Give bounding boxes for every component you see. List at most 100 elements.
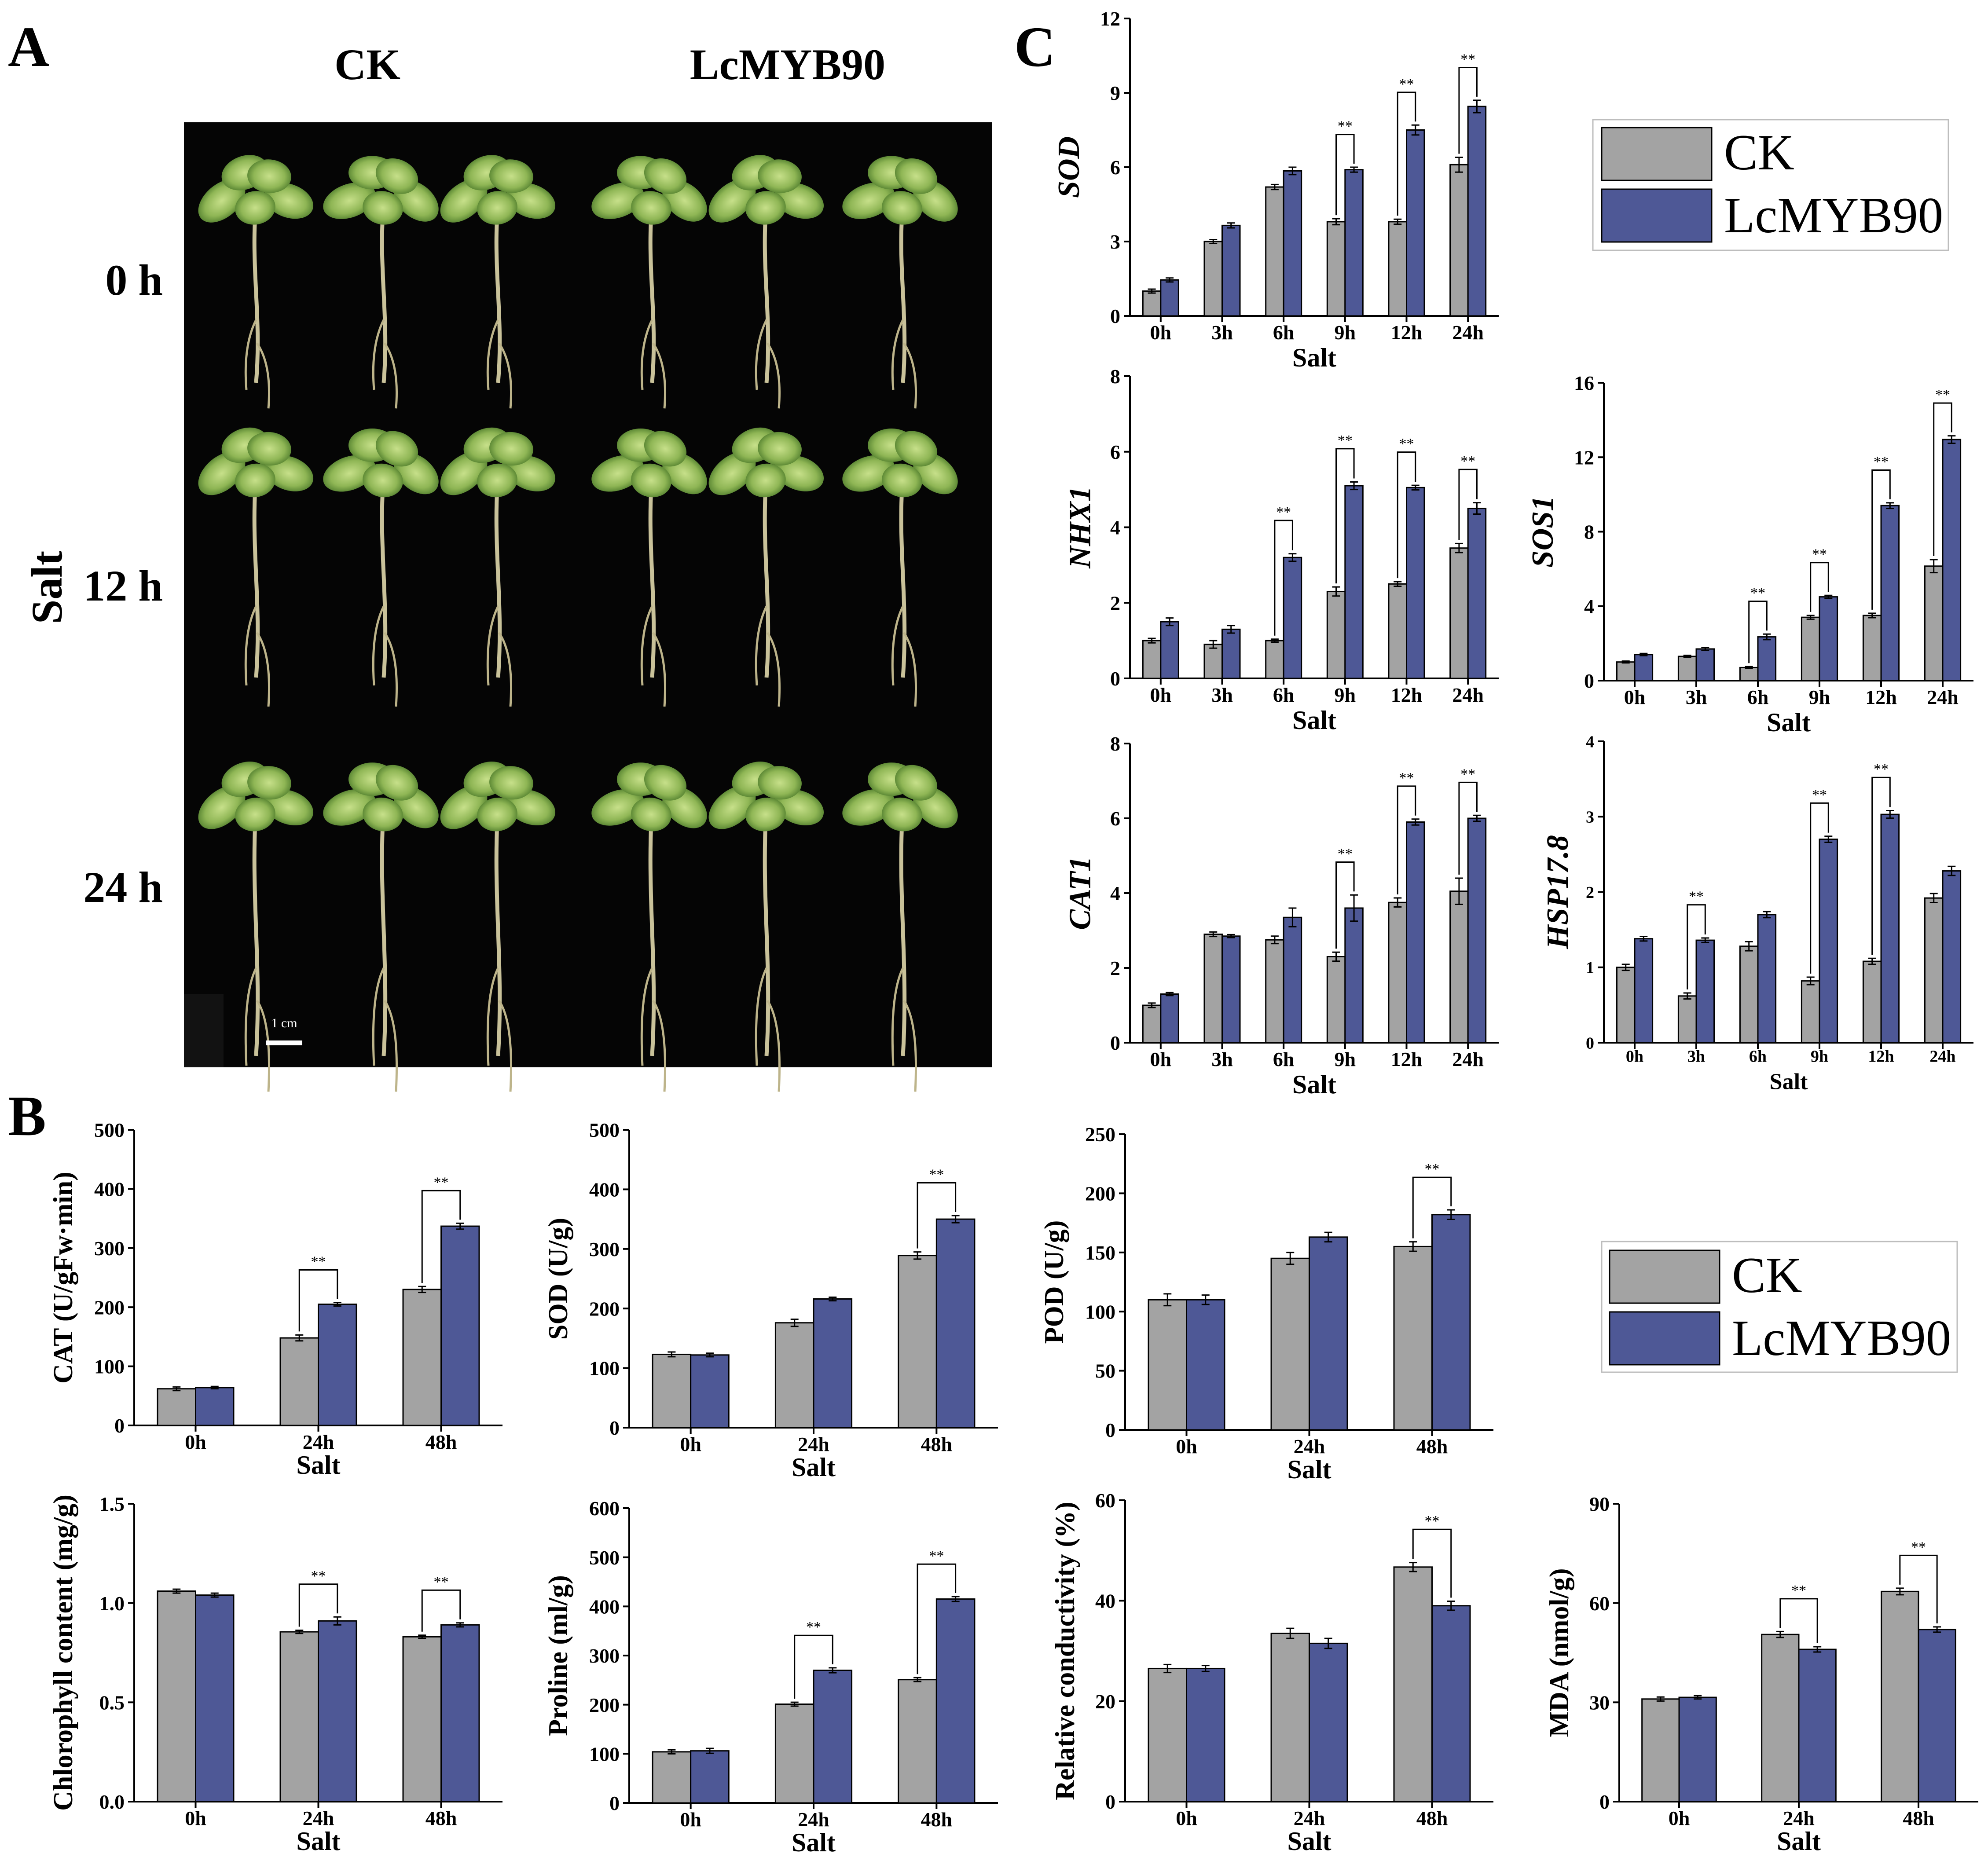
bar-ck [1677, 995, 1697, 1044]
seedling-leaf [591, 182, 644, 219]
y-tick-label: 50 [1095, 1360, 1115, 1382]
bar-ck [402, 1289, 442, 1426]
bar-lcmyb90 [1283, 170, 1302, 317]
x-tick-label: 9h [1335, 1048, 1356, 1070]
x-tick-label: 48h [425, 1807, 457, 1829]
x-axis-title: Salt [296, 1451, 340, 1480]
seedling-leaf [882, 463, 922, 498]
bar-ck [1739, 667, 1759, 681]
seedling-leaf [477, 191, 517, 225]
seedling-leaf [758, 766, 802, 800]
bar-ck [1677, 656, 1697, 681]
x-axis-title: Salt [1777, 1827, 1821, 1856]
seedling [323, 429, 439, 707]
seedling-leaf [882, 191, 922, 225]
seedling-stem [899, 215, 907, 383]
x-tick-label: 24h [1452, 684, 1484, 706]
seedling-root [498, 1000, 513, 1092]
x-tick-label: 48h [921, 1808, 953, 1831]
significance-mark: ** [1750, 585, 1765, 601]
bar-lcmyb90 [1406, 487, 1425, 679]
legend-c-lcmyb90-swatch [1601, 188, 1713, 243]
panel-label-b: B [8, 1084, 46, 1148]
x-axis-title: Salt [1292, 343, 1336, 372]
seedling-leaf [708, 179, 756, 223]
legend-c: CK LcMYB90 [1592, 119, 1949, 251]
bar-lcmyb90 [318, 1303, 357, 1426]
x-tick-label: 0h [1150, 321, 1172, 344]
bar-ck [652, 1353, 692, 1429]
x-tick-label: 24h [1927, 686, 1959, 708]
seedling [842, 429, 958, 707]
chart-c-sos1: 0 4 8 12 16 0h 3h 6h 9h 12h 24h ** ** ** ** Salt SOS1 [1526, 372, 1973, 737]
bar-lcmyb90 [1880, 505, 1900, 681]
seedling-stem [380, 215, 388, 383]
seedling-leaf [745, 797, 786, 832]
y-axis-title: Relative conductivity (%) [1050, 1502, 1080, 1800]
x-axis-title: Salt [1292, 1070, 1336, 1099]
seedling-root [766, 632, 781, 707]
seedling [198, 155, 314, 409]
x-tick-label: 12h [1391, 321, 1423, 344]
significance-mark: ** [1338, 118, 1353, 135]
seedling-leaf [323, 789, 376, 826]
bar-ck [1203, 241, 1223, 317]
x-tick-label: 12h [1391, 684, 1423, 706]
bar-ck [279, 1337, 319, 1426]
y-tick-label: 250 [1085, 1123, 1115, 1146]
seedling-stem [252, 215, 260, 383]
seedling-leaf [363, 191, 403, 225]
x-tick-label: 24h [798, 1808, 829, 1831]
bar-lcmyb90 [1344, 169, 1364, 317]
seedling-root [486, 319, 499, 390]
significance-bracket [1335, 861, 1355, 949]
x-tick-label: 24h [1294, 1435, 1325, 1458]
significance-mark: ** [929, 1167, 944, 1183]
significance-bracket [1779, 1598, 1818, 1643]
significance-bracket [1458, 781, 1478, 875]
seedling-leaf [477, 797, 517, 832]
x-tick-label: 48h [921, 1433, 953, 1455]
seedling-stem [380, 821, 388, 1056]
bar-lcmyb90 [1695, 648, 1715, 681]
significance-mark: ** [1399, 436, 1414, 452]
seedling-leaf [745, 463, 786, 498]
legend-c-ck-swatch [1601, 127, 1713, 181]
bar-lcmyb90 [1819, 596, 1838, 681]
significance-bracket [1458, 67, 1478, 154]
seedling-root [372, 605, 385, 686]
seedling-leaf [591, 455, 644, 492]
y-tick-label: 4 [1110, 517, 1120, 539]
bar-ck [1203, 934, 1223, 1044]
bar-ck [1924, 565, 1944, 681]
seedling-root [902, 632, 917, 707]
x-tick-label: 0h [680, 1808, 701, 1831]
chart-b-cat: 0 100 200 300 400 500 0h 24h 48h ** ** Salt CAT (U/g… [48, 1119, 503, 1480]
seedling-root [486, 967, 499, 1066]
seedling [842, 762, 958, 1092]
y-tick-label: 12 [1100, 7, 1120, 30]
seedling-stem [763, 487, 770, 678]
bar-ck [1388, 901, 1407, 1044]
y-tick-label: 600 [589, 1497, 620, 1520]
y-axis-title: NHX1 [1063, 486, 1097, 569]
legend-b-ck-label: CK [1732, 1247, 1802, 1303]
bar-lcmyb90 [1467, 817, 1487, 1044]
bar-ck [402, 1636, 442, 1802]
seedling [591, 156, 707, 409]
bar-lcmyb90 [690, 1750, 730, 1804]
y-tick-label: 0 [609, 1417, 620, 1439]
bar-ck [1270, 1257, 1310, 1431]
x-tick-label: 9h [1809, 686, 1830, 708]
bar-lcmyb90 [1186, 1299, 1225, 1431]
bar-lcmyb90 [935, 1598, 976, 1804]
significance-mark: ** [1425, 1513, 1440, 1529]
x-tick-label: 6h [1747, 686, 1769, 708]
seedling [842, 156, 958, 409]
x-tick-label: 48h [1903, 1807, 1934, 1829]
bar-lcmyb90 [1221, 628, 1241, 679]
y-tick-label: 100 [589, 1743, 620, 1765]
bar-lcmyb90 [1942, 870, 1962, 1044]
scale-bar-label: 1 cm [271, 1016, 297, 1030]
